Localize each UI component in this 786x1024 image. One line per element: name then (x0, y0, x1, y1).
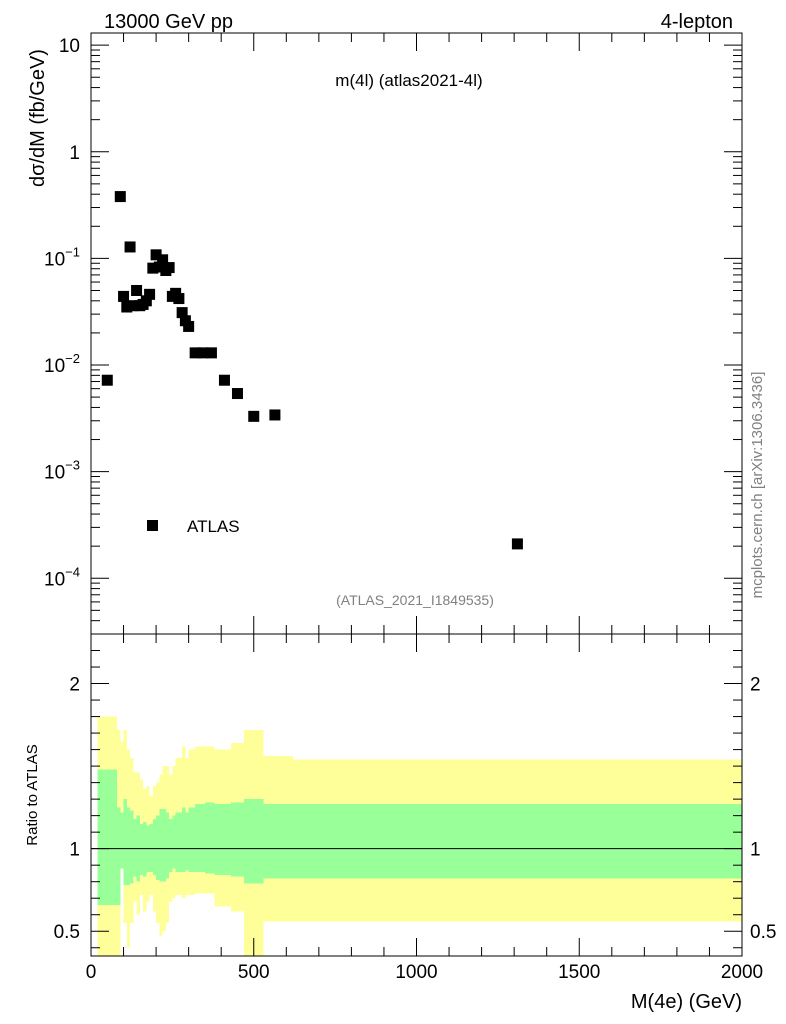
x-tick-label: 2000 (721, 962, 763, 983)
band-inner (204, 802, 215, 874)
data-point (189, 347, 201, 359)
ratio-tick-label: 1 (750, 840, 761, 861)
band-inner (123, 799, 127, 885)
analysis-label: (ATLAS_2021_I1849535) (336, 592, 494, 608)
ratio-panel: 0.5 0.5 1 1 2 2 0 500 1000 1500 2000 Ratio to ATL… (24, 633, 777, 1013)
data-point (147, 262, 159, 274)
data-point (248, 410, 260, 422)
data-point (197, 347, 209, 359)
band-inner (149, 823, 153, 872)
y-axis-label: dσ/dM (fb/GeV) (27, 49, 49, 187)
data-point (144, 288, 156, 300)
band-inner (159, 809, 163, 882)
data-point (118, 290, 130, 302)
data-point (153, 261, 165, 273)
data-point (269, 409, 281, 421)
x-tick-labels: 0 500 1000 1500 2000 (86, 962, 763, 983)
x-tick-label: 1500 (558, 962, 600, 983)
band-inner (182, 807, 186, 872)
band-inner (175, 812, 179, 872)
band-inner (263, 804, 293, 879)
channel-label: 4-lepton (661, 11, 733, 33)
ratio-tick-label: 1 (69, 840, 80, 861)
main-ticks (90, 33, 743, 635)
band-inner (195, 804, 205, 872)
band-inner (292, 804, 742, 879)
y-tick-label: 1 (69, 143, 80, 164)
ratio-bands (97, 716, 742, 956)
data-point (173, 293, 185, 305)
ratio-tick-label: 2 (750, 675, 761, 696)
band-inner (188, 807, 196, 872)
x-axis-label: M(4e) (GeV) (631, 991, 742, 1013)
legend-marker (147, 520, 158, 531)
y-tick-label: 10−4 (44, 564, 80, 590)
band-inner (214, 804, 231, 876)
ratio-ticks (90, 634, 743, 956)
band-inner (133, 818, 137, 877)
data-point (231, 388, 243, 400)
data-point (150, 249, 162, 261)
plot-title: m(4l) (atlas2021-4l) (335, 71, 482, 90)
band-inner (126, 807, 131, 885)
data-point (114, 191, 126, 203)
main-panel: 10 1 10−1 10−2 10−3 10−4 m(4l) (atlas2021-4l)… (27, 32, 743, 635)
ratio-tick-label: 0.5 (54, 922, 80, 943)
legend-label: ATLAS (187, 517, 240, 536)
data-point (511, 538, 523, 550)
main-tick-labels: 10 1 10−1 10−2 10−3 10−4 (44, 36, 80, 590)
ratio-tick-labels: 0.5 0.5 1 1 2 2 (54, 675, 777, 944)
band-inner (156, 815, 160, 881)
band-inner (117, 807, 121, 905)
data-point (157, 254, 169, 266)
band-inner (139, 823, 144, 876)
data-point (101, 374, 113, 386)
band-inner (130, 810, 134, 884)
band-inner (230, 802, 244, 877)
band-inner (143, 822, 147, 877)
data-point (131, 284, 143, 296)
energy-label: 13000 GeV pp (104, 11, 233, 33)
data-point (121, 301, 133, 313)
band-inner (172, 815, 176, 869)
data-point (127, 300, 139, 312)
x-tick-label: 0 (86, 962, 97, 983)
ratio-tick-label: 2 (69, 675, 80, 696)
band-inner (120, 812, 124, 869)
data-point (140, 295, 152, 307)
side-label: mcplots.cern.ch [arXiv:1306.3436] (749, 372, 766, 599)
band-inner (97, 769, 118, 905)
band-inner (178, 812, 183, 872)
y-tick-label: 10−3 (44, 458, 80, 484)
band-inner (165, 812, 170, 879)
data-points (101, 191, 523, 550)
ratio-axis-label: Ratio to ATLAS (24, 744, 41, 845)
ratio-frame (90, 633, 743, 957)
data-point (124, 241, 136, 253)
data-point (205, 347, 217, 359)
data-point (183, 320, 195, 332)
band-inner (152, 818, 157, 876)
ratio-tick-label: 0.5 (750, 922, 776, 943)
data-point (176, 307, 188, 319)
band-inner (185, 812, 189, 871)
data-point (163, 262, 175, 274)
legend: ATLAS (147, 517, 240, 536)
band-inner (243, 799, 264, 884)
band-outer (120, 741, 124, 869)
x-tick-label: 500 (238, 962, 270, 983)
data-point (179, 315, 191, 327)
band-inner (162, 809, 166, 882)
x-tick-label: 1000 (395, 962, 437, 983)
y-tick-label: 10−2 (44, 351, 80, 377)
y-tick-label: 10−1 (44, 244, 80, 270)
band-inner (169, 818, 173, 872)
y-tick-label: 10 (59, 36, 80, 57)
data-point (218, 374, 230, 386)
